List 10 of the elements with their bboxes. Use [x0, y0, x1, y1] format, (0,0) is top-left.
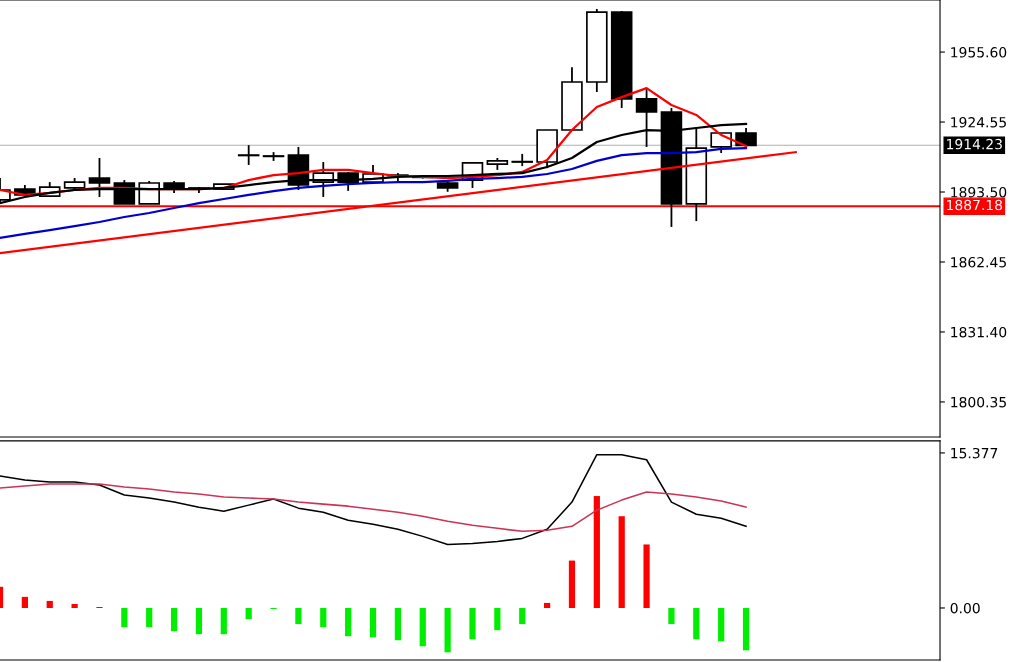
y-tick-label: 1831.40	[951, 326, 1007, 338]
y-tick-label: 15.377	[951, 447, 998, 459]
y-tick-label: 1924.55	[951, 117, 1006, 128]
y-tick-label: 1955.60	[951, 47, 1007, 58]
y-tick-label: 1800.35	[951, 396, 1006, 408]
ref-line-label: 1914.23	[947, 138, 1002, 150]
y-tick-label: 1862.45	[951, 256, 1006, 268]
y-tick-label: 0.00	[950, 602, 980, 614]
y-tick-label: 1893.50	[951, 186, 1007, 198]
ref-line-label: 1887.18	[947, 199, 1003, 211]
